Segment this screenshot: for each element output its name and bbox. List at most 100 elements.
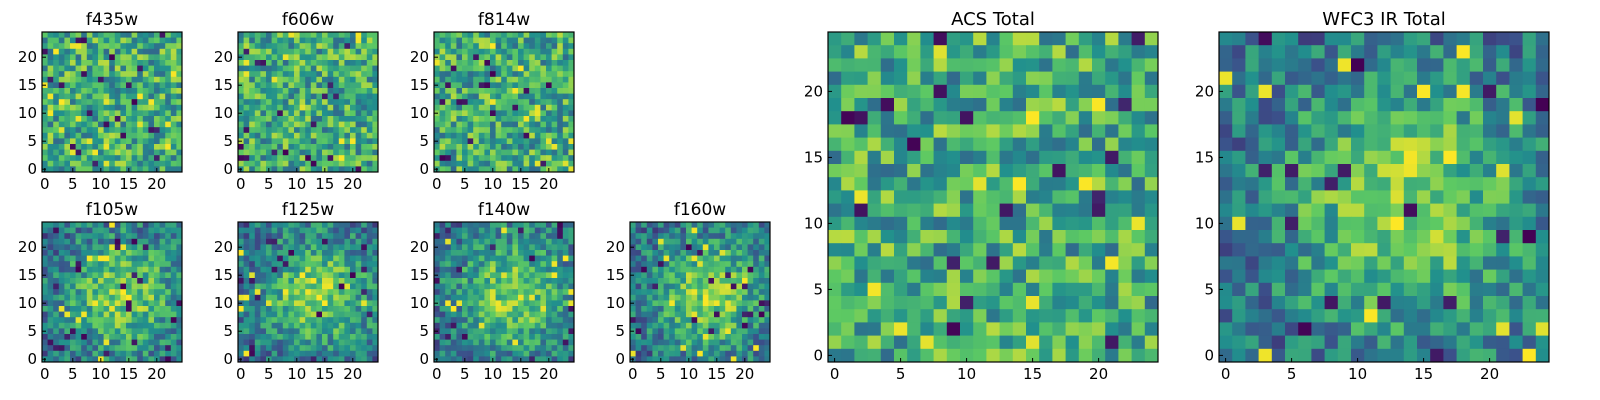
heatmap-cell — [933, 84, 948, 99]
heatmap-cell — [114, 261, 121, 268]
heatmap-cell — [478, 32, 485, 38]
heatmap-cell — [103, 160, 110, 167]
heatmap-cell — [450, 306, 457, 312]
heatmap-cell — [126, 322, 132, 329]
heatmap-cell — [260, 160, 267, 167]
heatmap-cell — [473, 32, 480, 38]
heatmap-cell — [282, 48, 289, 55]
heatmap-cell — [562, 32, 569, 38]
heatmap-cell — [867, 203, 882, 218]
heatmap-cell — [434, 60, 440, 66]
heatmap-cell — [288, 289, 295, 296]
heatmap-cell — [86, 71, 93, 78]
heatmap-cell — [120, 255, 127, 262]
heatmap-cell — [641, 356, 648, 363]
heatmap-cell — [372, 306, 379, 312]
heatmap-cell — [663, 266, 670, 273]
heatmap-cell — [473, 266, 480, 273]
heatmap-cell — [243, 60, 250, 66]
heatmap-cell — [53, 339, 60, 346]
heatmap-cell — [114, 306, 121, 312]
heatmap-cell — [294, 127, 300, 134]
heatmap-cell — [652, 266, 659, 273]
heatmap-cell — [299, 149, 306, 156]
heatmap-cell — [529, 88, 536, 94]
heatmap-cell — [557, 272, 564, 279]
heatmap-cell — [92, 60, 99, 66]
heatmap-cell — [933, 150, 948, 165]
heatmap-cell — [680, 272, 687, 279]
heatmap-cell — [708, 328, 715, 335]
heatmap-cell — [674, 345, 681, 352]
heatmap-cell — [719, 294, 726, 301]
heatmap-cell — [103, 65, 110, 72]
heatmap-cell — [109, 356, 116, 363]
heatmap-cell — [518, 121, 524, 128]
heatmap-cell — [1052, 177, 1066, 191]
heatmap-cell — [282, 261, 289, 268]
heatmap-cell — [344, 37, 351, 44]
heatmap-cell — [42, 322, 48, 329]
heatmap-cell — [828, 190, 842, 204]
heatmap-cell — [176, 149, 183, 156]
heatmap-cell — [512, 278, 519, 284]
heatmap-cell — [534, 82, 541, 89]
heatmap-cell — [702, 250, 709, 256]
heatmap-cell — [282, 155, 289, 162]
heatmap-cell — [142, 339, 149, 346]
heatmap-cell — [551, 261, 558, 268]
heatmap-cell — [322, 294, 328, 301]
heatmap-cell — [546, 116, 552, 122]
heatmap-cell — [708, 334, 715, 340]
heatmap-cell — [327, 88, 334, 94]
heatmap-cell — [546, 88, 552, 94]
heatmap-cell — [75, 244, 82, 251]
heatmap-cell — [473, 350, 480, 357]
heatmap-cell — [467, 166, 474, 173]
heatmap-cell — [316, 116, 323, 122]
heatmap-cell — [243, 289, 250, 296]
heatmap-cell — [103, 110, 110, 117]
heatmap-cell — [686, 283, 692, 290]
heatmap-cell — [142, 149, 149, 156]
heatmap-cell — [47, 311, 54, 318]
heatmap-cell — [512, 43, 519, 50]
heatmap-cell — [271, 166, 278, 173]
heatmap-cell — [680, 278, 687, 284]
heatmap-cell — [271, 99, 278, 106]
heatmap-cell — [456, 99, 463, 106]
heatmap-cell — [294, 334, 300, 340]
heatmap-cell — [490, 294, 496, 301]
heatmap-cell — [518, 132, 524, 139]
heatmap-cell — [867, 98, 882, 112]
heatmap-cell — [254, 48, 261, 55]
heatmap-cell — [310, 244, 317, 251]
heatmap-cell — [708, 289, 715, 296]
heatmap-cell — [299, 110, 306, 117]
heatmap-cell — [64, 110, 71, 117]
heatmap-cell — [1131, 190, 1146, 204]
heatmap-cell — [674, 222, 681, 228]
heatmap-cell — [551, 121, 558, 128]
heatmap-cell — [456, 104, 463, 111]
heatmap-cell — [154, 255, 160, 262]
heatmap-cell — [730, 278, 737, 284]
heatmap-cell — [266, 121, 272, 128]
heatmap-cell — [154, 99, 160, 106]
heatmap-cell — [42, 317, 48, 324]
heatmap-cell — [973, 32, 987, 46]
heatmap-cell — [109, 127, 116, 134]
heatmap-cell — [254, 43, 261, 50]
heatmap-cell — [445, 356, 452, 363]
heatmap-cell — [753, 233, 760, 240]
heatmap-cell — [747, 244, 754, 251]
heatmap-cell — [81, 110, 88, 117]
heatmap-cell — [540, 149, 547, 156]
heatmap-cell — [64, 99, 71, 106]
heatmap-cell — [1065, 45, 1080, 59]
heatmap-cell — [495, 238, 502, 245]
heatmap-cell — [523, 132, 530, 139]
heatmap-cell — [372, 255, 379, 262]
heatmap-cell — [506, 261, 513, 268]
heatmap-cell — [439, 37, 446, 44]
